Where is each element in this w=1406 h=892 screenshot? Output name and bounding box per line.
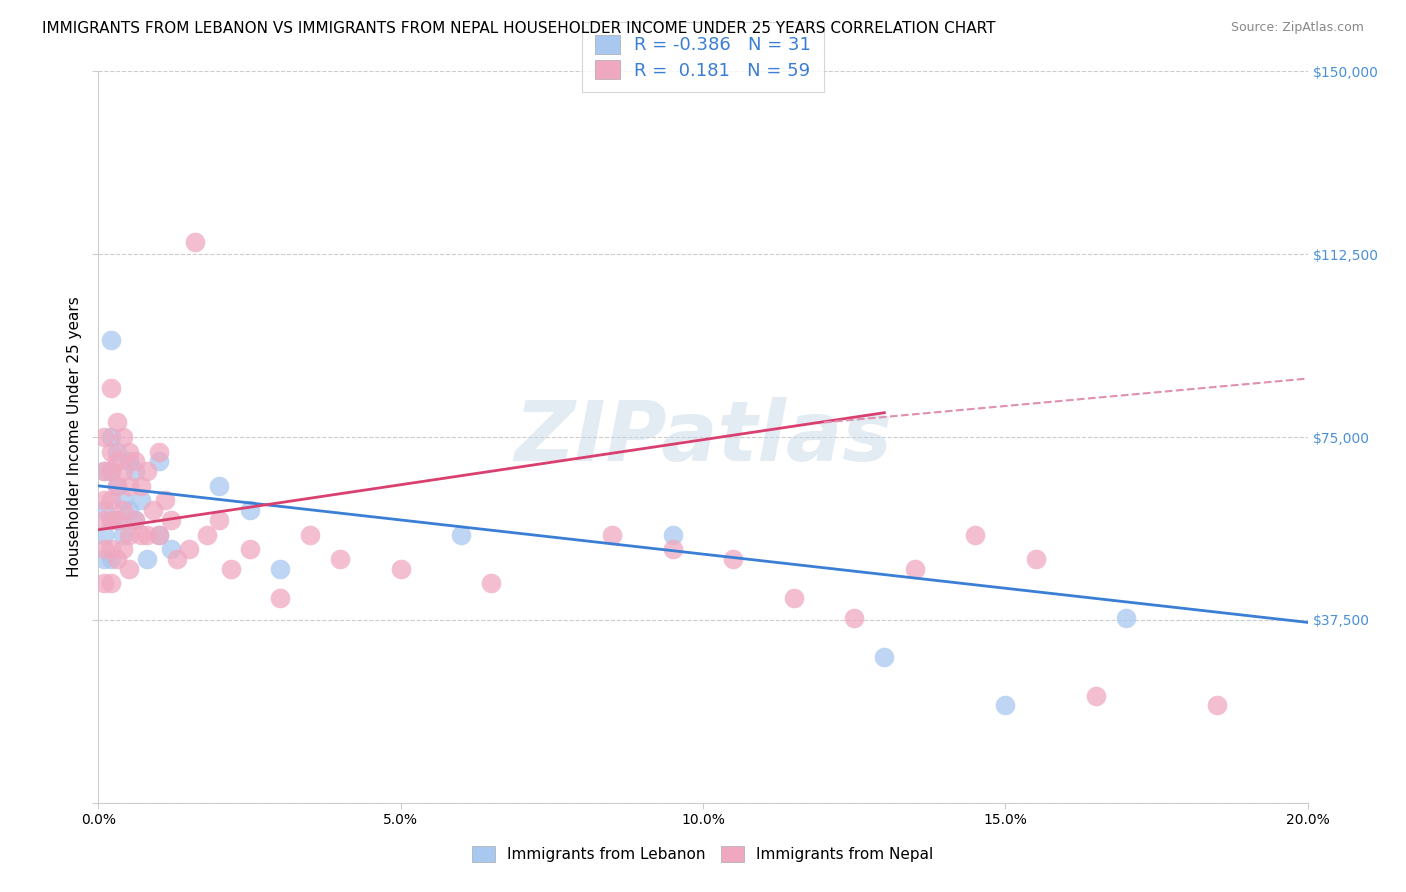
Point bbox=[994, 698, 1017, 713]
Text: Source: ZipAtlas.com: Source: ZipAtlas.com bbox=[1230, 21, 1364, 34]
Point bbox=[111, 503, 134, 517]
Point bbox=[93, 493, 115, 508]
Point bbox=[111, 527, 134, 541]
Point bbox=[844, 610, 866, 624]
Point bbox=[105, 479, 128, 493]
Legend: Immigrants from Lebanon, Immigrants from Nepal: Immigrants from Lebanon, Immigrants from… bbox=[467, 839, 939, 868]
Point bbox=[965, 527, 987, 541]
Point bbox=[100, 576, 122, 591]
Point bbox=[166, 552, 188, 566]
Point bbox=[105, 416, 128, 430]
Point bbox=[299, 527, 322, 541]
Point bbox=[723, 552, 745, 566]
Point bbox=[111, 430, 134, 444]
Point bbox=[100, 464, 122, 478]
Point bbox=[783, 591, 806, 605]
Point bbox=[111, 464, 134, 478]
Point bbox=[135, 464, 157, 478]
Point bbox=[208, 479, 231, 493]
Point bbox=[105, 479, 128, 493]
Point bbox=[179, 542, 201, 557]
Point bbox=[148, 454, 170, 468]
Point bbox=[111, 493, 134, 508]
Point bbox=[124, 464, 146, 478]
Point bbox=[93, 464, 115, 478]
Point bbox=[118, 503, 141, 517]
Point bbox=[105, 513, 128, 527]
Point bbox=[93, 430, 115, 444]
Point bbox=[450, 527, 472, 541]
Point bbox=[105, 454, 128, 468]
Point bbox=[661, 542, 683, 557]
Point bbox=[195, 527, 218, 541]
Point bbox=[100, 464, 122, 478]
Point bbox=[100, 493, 122, 508]
Point bbox=[142, 503, 165, 517]
Point bbox=[118, 527, 141, 541]
Point bbox=[129, 479, 152, 493]
Point bbox=[124, 513, 146, 527]
Text: ZIPatlas: ZIPatlas bbox=[515, 397, 891, 477]
Point bbox=[148, 444, 170, 458]
Point bbox=[93, 503, 115, 517]
Y-axis label: Householder Income Under 25 years: Householder Income Under 25 years bbox=[67, 297, 83, 577]
Point bbox=[269, 562, 291, 576]
Point bbox=[160, 542, 183, 557]
Point bbox=[1206, 698, 1229, 713]
Point bbox=[93, 542, 115, 557]
Point bbox=[239, 503, 262, 517]
Point bbox=[239, 542, 262, 557]
Point bbox=[93, 464, 115, 478]
Point bbox=[135, 527, 157, 541]
Point bbox=[93, 576, 115, 591]
Point bbox=[1024, 552, 1046, 566]
Point bbox=[129, 493, 152, 508]
Point bbox=[100, 333, 122, 347]
Point bbox=[124, 513, 146, 527]
Point bbox=[93, 552, 115, 566]
Point bbox=[105, 552, 128, 566]
Point bbox=[118, 479, 141, 493]
Point bbox=[100, 552, 122, 566]
Point bbox=[93, 527, 115, 541]
Point bbox=[118, 454, 141, 468]
Point bbox=[602, 527, 624, 541]
Point bbox=[904, 562, 927, 576]
Point bbox=[100, 381, 122, 395]
Point bbox=[100, 444, 122, 458]
Point bbox=[661, 527, 683, 541]
Point bbox=[1085, 689, 1108, 703]
Point bbox=[93, 513, 115, 527]
Point bbox=[153, 493, 176, 508]
Point bbox=[221, 562, 243, 576]
Point bbox=[135, 552, 157, 566]
Point bbox=[160, 513, 183, 527]
Point bbox=[105, 444, 128, 458]
Text: IMMIGRANTS FROM LEBANON VS IMMIGRANTS FROM NEPAL HOUSEHOLDER INCOME UNDER 25 YEA: IMMIGRANTS FROM LEBANON VS IMMIGRANTS FR… bbox=[42, 21, 995, 36]
Point bbox=[148, 527, 170, 541]
Point bbox=[111, 542, 134, 557]
Point bbox=[269, 591, 291, 605]
Point bbox=[129, 527, 152, 541]
Point bbox=[100, 513, 122, 527]
Point bbox=[389, 562, 412, 576]
Point bbox=[873, 649, 896, 664]
Point bbox=[184, 235, 207, 249]
Point bbox=[100, 513, 122, 527]
Point bbox=[124, 454, 146, 468]
Point bbox=[100, 542, 122, 557]
Point bbox=[1115, 610, 1137, 624]
Point bbox=[118, 562, 141, 576]
Point bbox=[148, 527, 170, 541]
Point bbox=[481, 576, 503, 591]
Point bbox=[329, 552, 352, 566]
Point bbox=[118, 444, 141, 458]
Point bbox=[105, 513, 128, 527]
Point bbox=[100, 430, 122, 444]
Point bbox=[208, 513, 231, 527]
